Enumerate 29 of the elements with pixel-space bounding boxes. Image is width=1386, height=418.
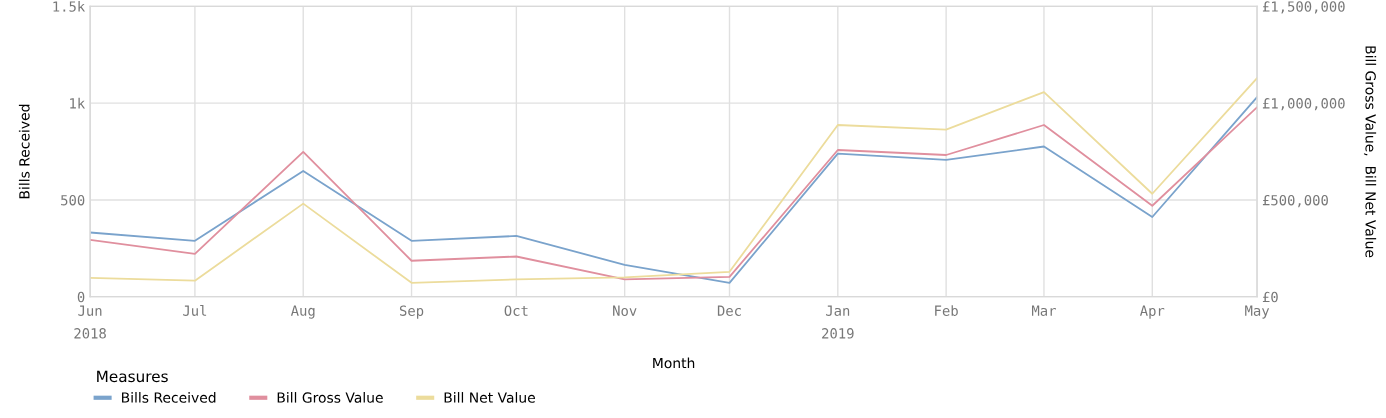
x-tick-label: Aug [290,305,315,319]
legend-label: Bill Gross Value [277,392,383,403]
y2-tick-label: £0 [1262,291,1278,303]
x-tick-label: Nov [613,305,637,316]
legend-title: Measures [97,370,168,383]
x-tick-label: Mar [1032,305,1056,316]
y-tick-label: 0 [77,291,85,303]
x-tick-label: Jun [78,305,102,316]
y-tick-label: 1.5k [53,1,86,12]
y2-axis-title: Bill Gross Value, Bill Net Value [1363,46,1377,258]
y-tick-label: 500 [61,194,85,206]
y-axis-title: Bills Received [18,104,30,199]
x-axis-title: Month [653,357,695,369]
x-tick-label: Dec [717,305,741,316]
x2-tick-label: 2018 [74,328,106,339]
x-tick-label: Apr [1139,305,1165,319]
x-tick-label: Sep [399,305,424,319]
x-tick-label: Jan [826,305,850,316]
x2-tick-label: 2019 [822,328,854,339]
legend-label: Bills Received [122,392,216,403]
x-tick-label: Oct [504,305,528,316]
y2-tick-label: £500,000 [1262,194,1328,208]
y-tick-label: 1k [70,97,86,109]
x-tick-label: May [1245,305,1270,319]
x-tick-label: Feb [935,305,958,316]
y2-tick-label: £1,000,000 [1262,98,1345,111]
y2-tick-label: £1,500,000 [1262,1,1345,14]
legend-label: Bill Net Value [444,392,535,403]
x-tick-label: Jul [183,305,207,316]
